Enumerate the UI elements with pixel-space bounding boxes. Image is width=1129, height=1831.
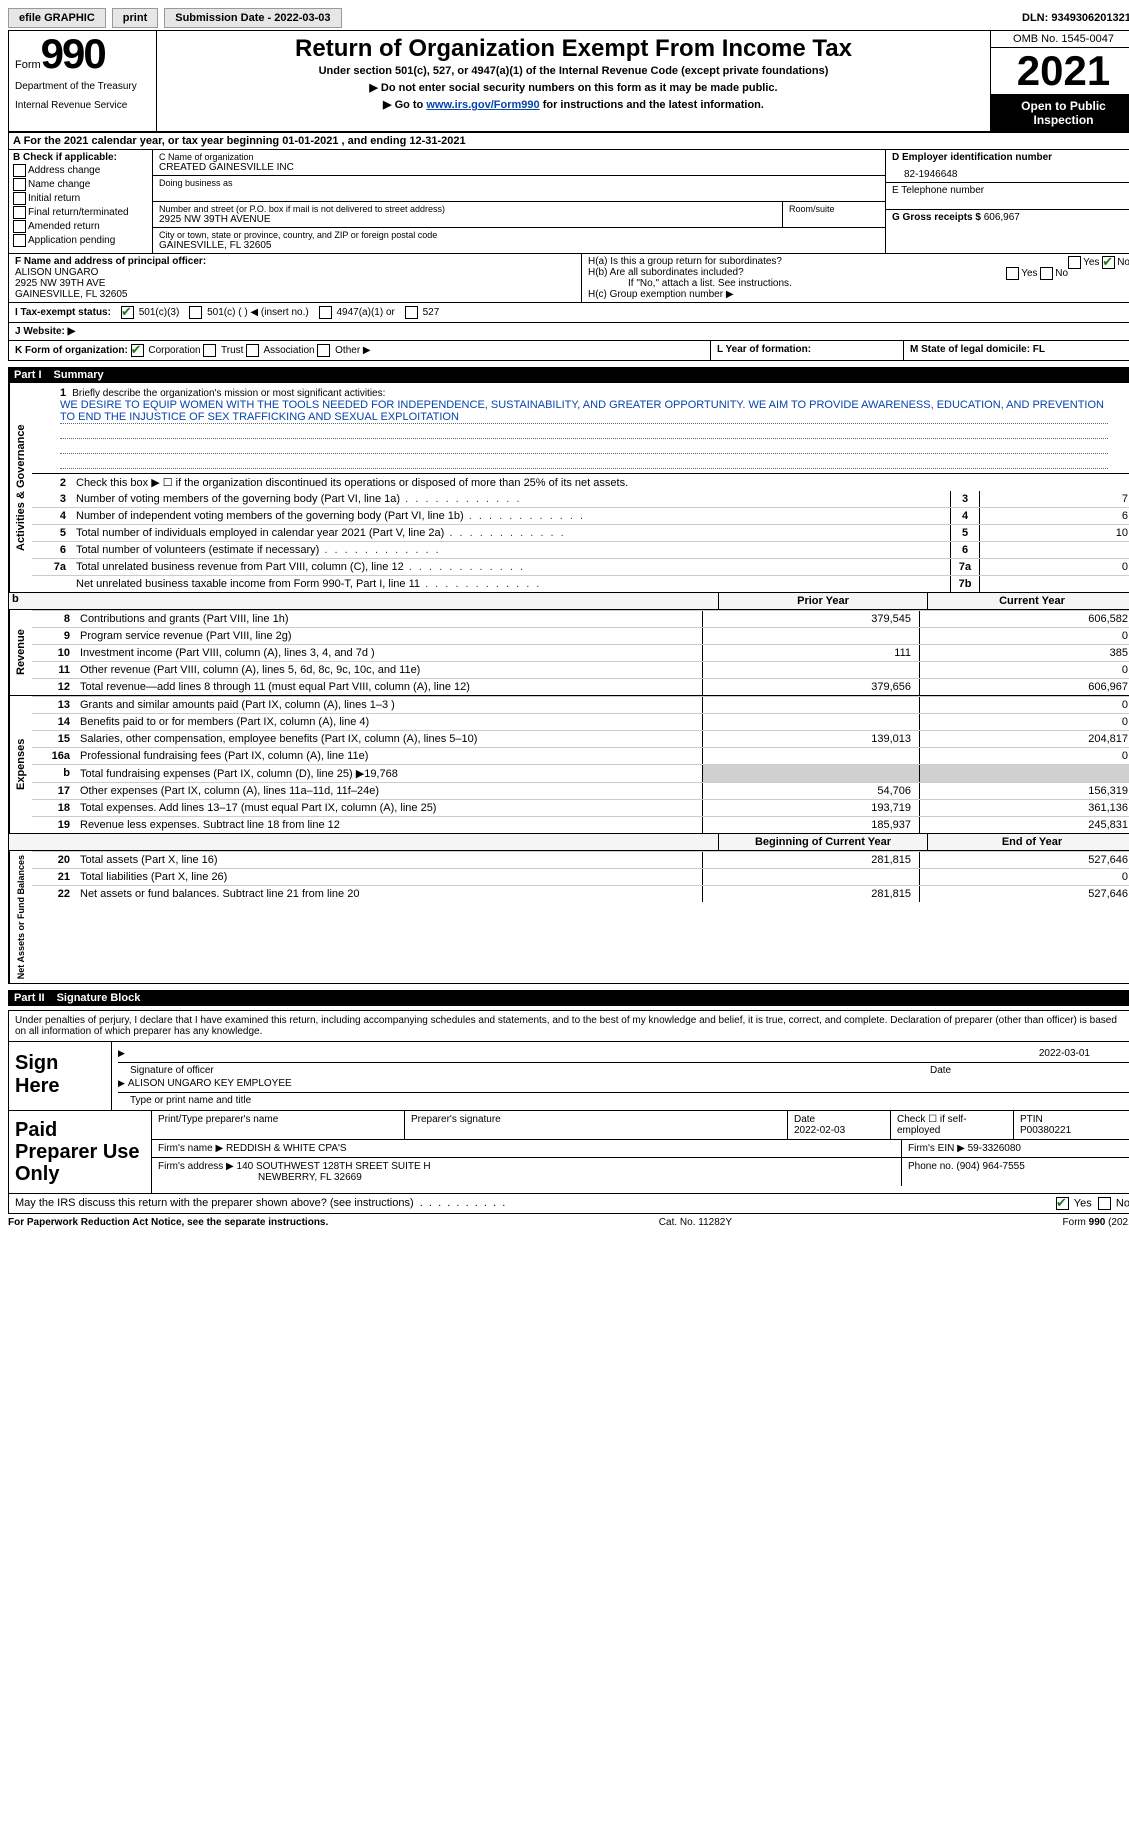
gross-val: 606,967 [984,212,1020,223]
fin-row: 17Other expenses (Part IX, column (A), l… [32,782,1129,799]
part1-body: Activities & Governance 1 Briefly descri… [8,383,1129,984]
note-link: ▶ Go to www.irs.gov/Form990 for instruct… [165,98,982,111]
fin-row: 13Grants and similar amounts paid (Part … [32,696,1129,713]
form-title: Return of Organization Exempt From Incom… [165,35,982,63]
tax-year: 2021 [991,48,1129,95]
efile-button[interactable]: efile GRAPHIC [8,8,106,28]
room-lbl: Room/suite [782,202,885,227]
gov-row: 7aTotal unrelated business revenue from … [32,558,1129,575]
vlabel-netassets: Net Assets or Fund Balances [9,851,32,983]
chk-name[interactable]: Name change [13,178,148,191]
omb-number: OMB No. 1545-0047 [991,31,1129,48]
section-fh: F Name and address of principal officer:… [8,254,1129,303]
submission-date: Submission Date - 2022-03-03 [164,8,341,28]
hc-lbl: H(c) Group exemption number ▶ [588,289,1129,300]
q2: Check this box ▶ ☐ if the organization d… [72,474,1129,491]
part1-header: Part I Summary [8,367,1129,383]
gov-row: 3Number of voting members of the governi… [32,491,1129,507]
signature-block: Under penalties of perjury, I declare th… [8,1010,1129,1194]
fin-row: 11Other revenue (Part VIII, column (A), … [32,661,1129,678]
chk-final[interactable]: Final return/terminated [13,206,148,219]
officer-name: ALISON UNGARO [15,267,98,278]
sig-date: 2022-03-01 [1039,1048,1129,1062]
officer-typed-name: ALISON UNGARO KEY EMPLOYEE [128,1078,292,1092]
korg-row: K Form of organization: Corporation Trus… [8,341,1129,361]
ha-lbl: H(a) Is this a group return for subordin… [588,256,782,267]
fin-row: 16aProfessional fundraising fees (Part I… [32,747,1129,764]
gov-row: 6Total number of volunteers (estimate if… [32,541,1129,558]
form-word: Form [15,59,41,71]
sig-declaration: Under penalties of perjury, I declare th… [9,1011,1129,1042]
phone-lbl: E Telephone number [892,185,1129,196]
ein-lbl: D Employer identification number [892,152,1129,163]
form-number: 990 [41,30,105,77]
paid-preparer-lbl: Paid Preparer Use Only [9,1111,152,1193]
gross-lbl: G Gross receipts $ [892,212,981,223]
print-button[interactable]: print [112,8,158,28]
fin-row: 19Revenue less expenses. Subtract line 1… [32,816,1129,833]
hb-lbl: H(b) Are all subordinates included? [588,267,744,278]
top-toolbar: efile GRAPHIC print Submission Date - 20… [8,8,1129,28]
note-ssn: ▶ Do not enter social security numbers o… [165,81,982,94]
vlabel-revenue: Revenue [9,610,32,695]
form-subtitle: Under section 501(c), 527, or 4947(a)(1)… [165,65,982,77]
vlabel-expenses: Expenses [9,696,32,833]
c-name-lbl: C Name of organization [159,152,879,162]
org-name: CREATED GAINESVILLE INC [159,162,879,173]
fin-row: 20Total assets (Part X, line 16)281,8155… [32,851,1129,868]
fin-row: 18Total expenses. Add lines 13–17 (must … [32,799,1129,816]
dba-lbl: Doing business as [159,178,879,188]
fin-row: 12Total revenue—add lines 8 through 11 (… [32,678,1129,695]
fin-row: 9Program service revenue (Part VIII, lin… [32,627,1129,644]
b-label: B Check if applicable: [13,152,148,163]
discuss-row: May the IRS discuss this return with the… [8,1194,1129,1214]
row-a-period: A For the 2021 calendar year, or tax yea… [8,133,1129,150]
sign-here-lbl: Sign Here [9,1042,112,1110]
gov-row: Net unrelated business taxable income fr… [32,575,1129,592]
ein-val: 82-1946648 [892,163,1129,180]
fin-row: 10Investment income (Part VIII, column (… [32,644,1129,661]
fin-row: 15Salaries, other compensation, employee… [32,730,1129,747]
officer-addr1: 2925 NW 39TH AVE [15,278,105,289]
fin-row: 22Net assets or fund balances. Subtract … [32,885,1129,902]
open-inspection: Open to Public Inspection [991,95,1129,131]
irs-label: Internal Revenue Service [15,100,150,111]
f-lbl: F Name and address of principal officer: [15,256,206,267]
gov-row: 5Total number of individuals employed in… [32,524,1129,541]
vlabel-activities: Activities & Governance [9,383,32,592]
city-lbl: City or town, state or province, country… [159,230,879,240]
chk-initial[interactable]: Initial return [13,192,148,205]
dln-label: DLN: 93493062013212 [1022,12,1129,24]
dept-treasury: Department of the Treasury [15,81,150,92]
part2-header: Part II Signature Block [8,990,1129,1006]
officer-addr2: GAINESVILLE, FL 32605 [15,289,127,300]
website-row: J Website: ▶ [8,323,1129,341]
fin-row: 21Total liabilities (Part X, line 26)0 [32,868,1129,885]
chk-address[interactable]: Address change [13,164,148,177]
fin-row: 14Benefits paid to or for members (Part … [32,713,1129,730]
fin-row: 8Contributions and grants (Part VIII, li… [32,610,1129,627]
city-val: GAINESVILLE, FL 32605 [159,240,879,251]
chk-amended[interactable]: Amended return [13,220,148,233]
addr-val: 2925 NW 39TH AVENUE [159,214,776,225]
mission-text: WE DESIRE TO EQUIP WOMEN WITH THE TOOLS … [60,399,1108,424]
gov-row: 4Number of independent voting members of… [32,507,1129,524]
form-header: Form990 Department of the Treasury Inter… [8,30,1129,133]
addr-lbl: Number and street (or P.O. box if mail i… [159,204,776,214]
page-footer: For Paperwork Reduction Act Notice, see … [8,1214,1129,1231]
chk-pending[interactable]: Application pending [13,234,148,247]
irs-link[interactable]: www.irs.gov/Form990 [426,99,539,111]
q1-prompt: Briefly describe the organization's miss… [72,388,385,399]
section-bcd: B Check if applicable: Address change Na… [8,150,1129,254]
fin-row: bTotal fundraising expenses (Part IX, co… [32,764,1129,782]
tax-status-row: I Tax-exempt status: 501(c)(3) 501(c) ( … [8,303,1129,323]
